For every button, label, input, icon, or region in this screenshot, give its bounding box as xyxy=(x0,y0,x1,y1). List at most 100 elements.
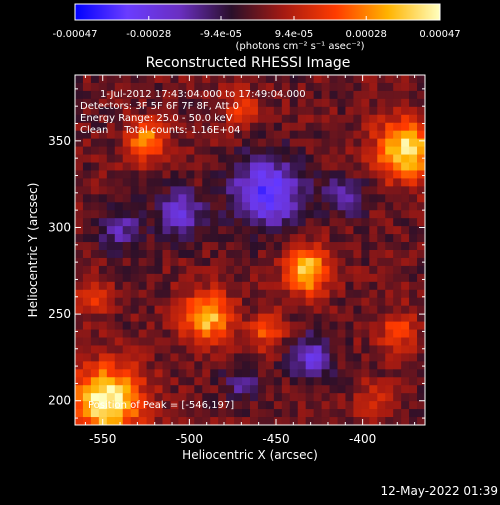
heatmap-cell xyxy=(361,194,370,203)
heatmap-cell xyxy=(377,162,386,171)
heatmap-cell xyxy=(218,345,227,354)
heatmap-cell xyxy=(146,234,155,243)
heatmap-cell xyxy=(369,345,378,354)
heatmap-cell xyxy=(417,98,426,108)
heatmap-cell xyxy=(162,194,171,203)
heatmap-cell xyxy=(162,146,171,155)
heatmap-cell xyxy=(369,162,378,171)
heatmap-cell xyxy=(353,162,362,171)
heatmap-cell xyxy=(329,409,338,418)
heatmap-cell xyxy=(281,369,291,378)
heatmap-cell xyxy=(162,417,171,426)
heatmap-cell xyxy=(297,321,307,330)
heatmap-cell xyxy=(337,98,346,108)
heatmap-cell xyxy=(186,369,195,378)
heatmap-cell xyxy=(106,345,116,354)
heatmap-cell xyxy=(369,289,378,299)
heatmap-cell xyxy=(401,234,410,243)
heatmap-cell xyxy=(265,361,275,370)
heatmap-cell xyxy=(250,210,259,219)
heatmap-cell xyxy=(186,170,195,179)
heatmap-cell xyxy=(273,154,283,163)
heatmap-cell xyxy=(170,297,179,307)
heatmap-cell xyxy=(273,82,283,92)
heatmap-cell xyxy=(170,377,179,386)
heatmap-cell xyxy=(162,345,171,354)
heatmap-cell xyxy=(226,377,235,386)
heatmap-cell xyxy=(257,98,267,108)
heatmap-cell xyxy=(321,281,330,291)
heatmap-cell xyxy=(409,265,418,275)
heatmap-cell xyxy=(178,114,187,124)
heatmap-cell xyxy=(385,250,394,259)
heatmap-cell xyxy=(385,417,394,426)
heatmap-cell xyxy=(210,170,219,179)
heatmap-cell xyxy=(170,130,179,140)
heatmap-cell xyxy=(337,154,346,163)
heatmap-cell xyxy=(234,289,243,299)
heatmap-cell xyxy=(194,297,203,307)
heatmap-cell xyxy=(377,186,386,195)
heatmap-cell xyxy=(226,273,235,283)
heatmap-cell xyxy=(106,393,116,402)
heatmap-cell xyxy=(162,106,171,116)
heatmap-cell xyxy=(337,297,346,307)
heatmap-cell xyxy=(369,122,378,132)
heatmap-cell xyxy=(234,281,243,291)
heatmap-cell xyxy=(194,321,203,330)
heatmap-cell xyxy=(178,305,187,315)
heatmap-cell xyxy=(313,297,322,307)
heatmap-cell xyxy=(114,210,124,219)
heatmap-cell xyxy=(345,393,354,402)
heatmap-cell xyxy=(210,257,219,267)
heatmap-cell xyxy=(297,305,307,315)
heatmap-cell xyxy=(361,154,370,163)
heatmap-cell xyxy=(146,170,155,179)
heatmap-cell xyxy=(170,106,179,116)
heatmap-cell xyxy=(130,242,140,251)
heatmap-cell xyxy=(401,186,410,195)
heatmap-cell xyxy=(289,345,299,354)
heatmap-cell xyxy=(226,337,235,346)
heatmap-cell xyxy=(154,409,163,418)
heatmap-cell xyxy=(98,385,108,394)
heatmap-cell xyxy=(146,361,155,370)
heatmap-cell xyxy=(361,353,370,362)
heatmap-cell xyxy=(194,393,203,402)
heatmap-cell xyxy=(409,345,418,354)
heatmap-cell xyxy=(138,393,147,402)
heatmap-cell xyxy=(289,337,299,346)
heatmap-cell xyxy=(353,90,362,100)
heatmap-cell xyxy=(75,202,84,211)
heatmap-cell xyxy=(305,194,315,203)
heatmap-cell xyxy=(369,90,378,100)
heatmap-cell xyxy=(138,265,147,275)
heatmap-cell xyxy=(369,337,378,346)
heatmap-cell xyxy=(345,281,354,291)
heatmap-cell xyxy=(138,154,147,163)
heatmap-cell xyxy=(242,154,251,163)
heatmap-cell xyxy=(130,82,140,92)
heatmap-cell xyxy=(146,210,155,219)
heatmap-cell xyxy=(242,250,251,259)
heatmap-cell xyxy=(75,273,84,283)
heatmap-cell xyxy=(337,313,346,322)
heatmap-cell xyxy=(178,250,187,259)
heatmap-cell xyxy=(218,202,227,211)
heatmap-cell xyxy=(234,417,243,426)
heatmap-cell xyxy=(234,106,243,116)
heatmap-cell xyxy=(218,401,227,410)
heatmap-cell xyxy=(353,393,362,402)
heatmap-cell xyxy=(242,162,251,171)
heatmap-cell xyxy=(218,393,227,402)
heatmap-cell xyxy=(186,106,195,116)
heatmap-cell xyxy=(194,313,203,322)
heatmap-cell xyxy=(321,210,330,219)
heatmap-cell xyxy=(377,75,386,84)
heatmap-cell xyxy=(289,313,299,322)
heatmap-cell xyxy=(329,401,338,410)
heatmap-cell xyxy=(297,130,307,140)
heatmap-cell xyxy=(401,337,410,346)
heatmap-cell xyxy=(401,281,410,291)
heatmap-cell xyxy=(106,265,116,275)
